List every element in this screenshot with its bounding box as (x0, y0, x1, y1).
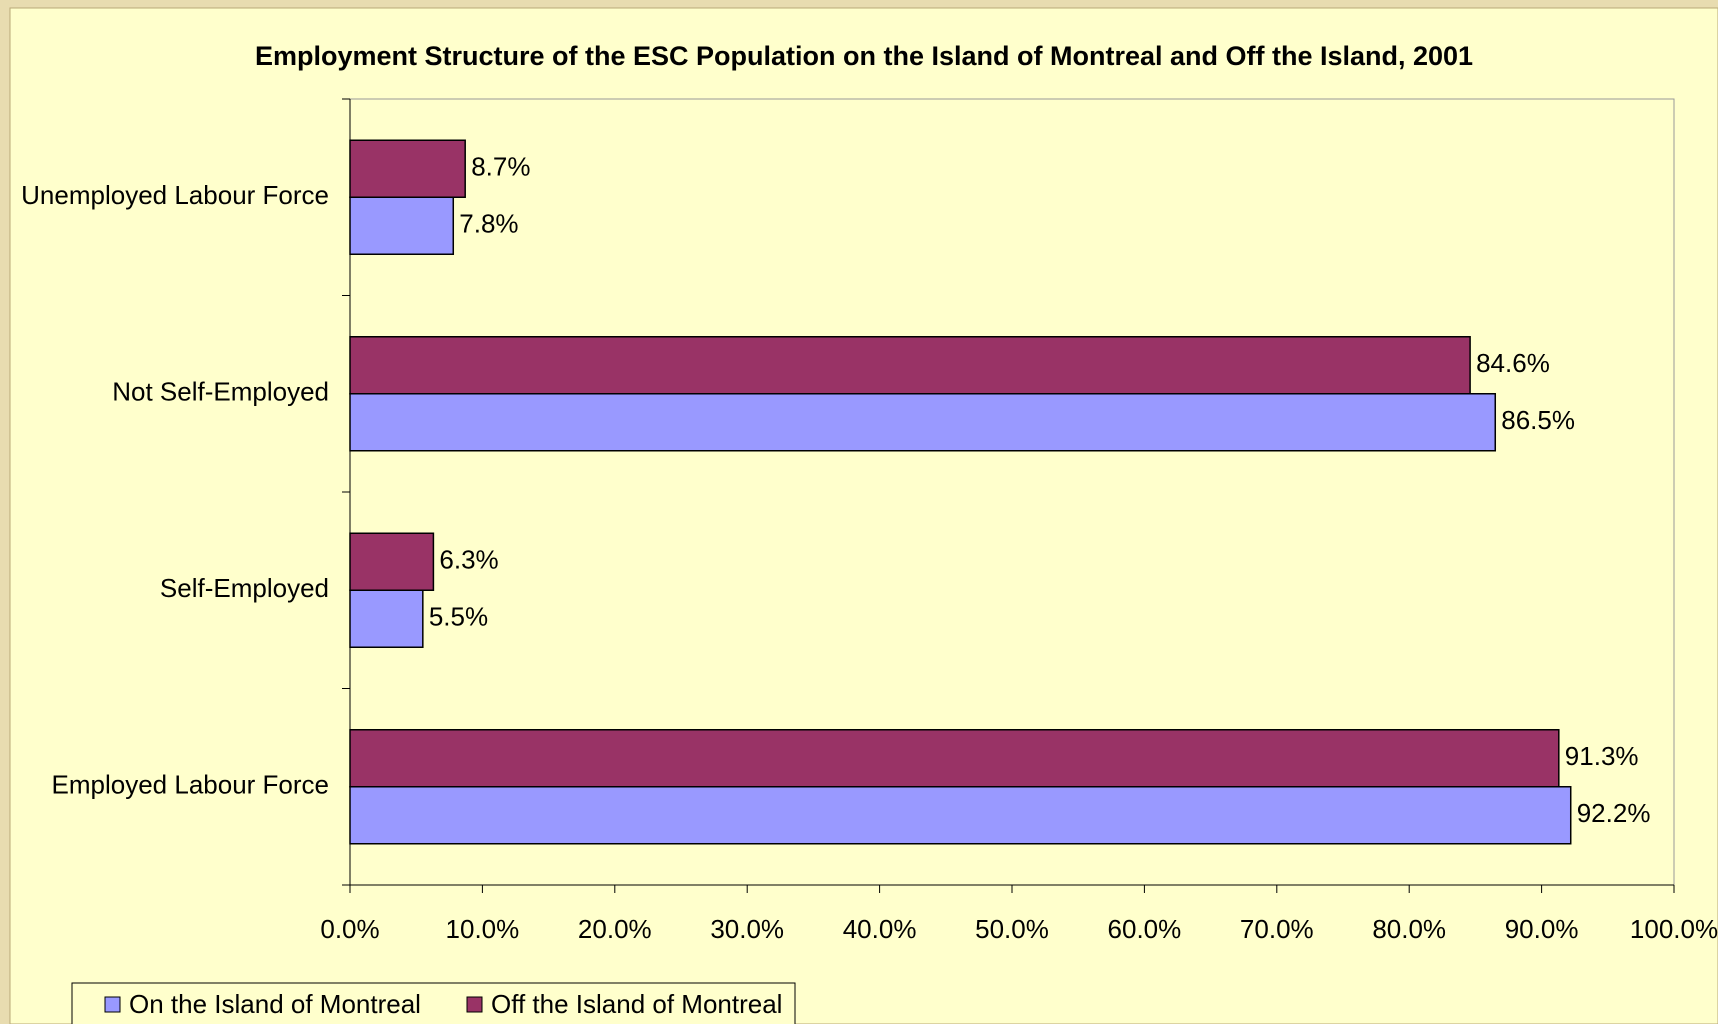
y-tick-label: Not Self-Employed (112, 377, 329, 407)
bar (349, 589, 424, 648)
bar (349, 393, 1497, 452)
x-tick-label: 60.0% (1108, 914, 1182, 944)
x-tick-label: 40.0% (843, 914, 917, 944)
data-label: 5.5% (429, 602, 488, 632)
legend (71, 982, 796, 1024)
x-tick-label: 80.0% (1372, 914, 1446, 944)
chart-title: Employment Structure of the ESC Populati… (255, 41, 1473, 71)
bar (349, 532, 435, 591)
x-tick-label: 70.0% (1240, 914, 1314, 944)
y-tick-label: Employed Labour Force (52, 770, 329, 800)
x-tick-label: 10.0% (446, 914, 520, 944)
data-label: 91.3% (1565, 741, 1639, 771)
data-label: 8.7% (471, 152, 530, 182)
bar (349, 786, 1572, 845)
data-label: 7.8% (459, 209, 518, 239)
bar (349, 336, 1471, 395)
x-tick-label: 100.0% (1630, 914, 1718, 944)
data-label: 92.2% (1577, 798, 1651, 828)
chart-area (9, 7, 1718, 1024)
x-tick-label: 0.0% (320, 914, 379, 944)
x-tick-label: 30.0% (710, 914, 784, 944)
bar (349, 139, 466, 198)
legend-swatch (104, 996, 121, 1013)
data-label: 86.5% (1501, 405, 1575, 435)
legend-label: Off the Island of Montreal (491, 989, 782, 1019)
x-tick-label: 50.0% (975, 914, 1049, 944)
y-tick-label: Unemployed Labour Force (21, 180, 329, 210)
bar (349, 196, 455, 255)
x-tick-label: 20.0% (578, 914, 652, 944)
legend-swatch (466, 996, 483, 1013)
y-tick-label: Self-Employed (160, 573, 329, 603)
x-tick-label: 90.0% (1505, 914, 1579, 944)
legend-label: On the Island of Montreal (129, 989, 421, 1019)
data-label: 6.3% (439, 545, 498, 575)
data-label: 84.6% (1476, 348, 1550, 378)
bar (349, 729, 1560, 788)
